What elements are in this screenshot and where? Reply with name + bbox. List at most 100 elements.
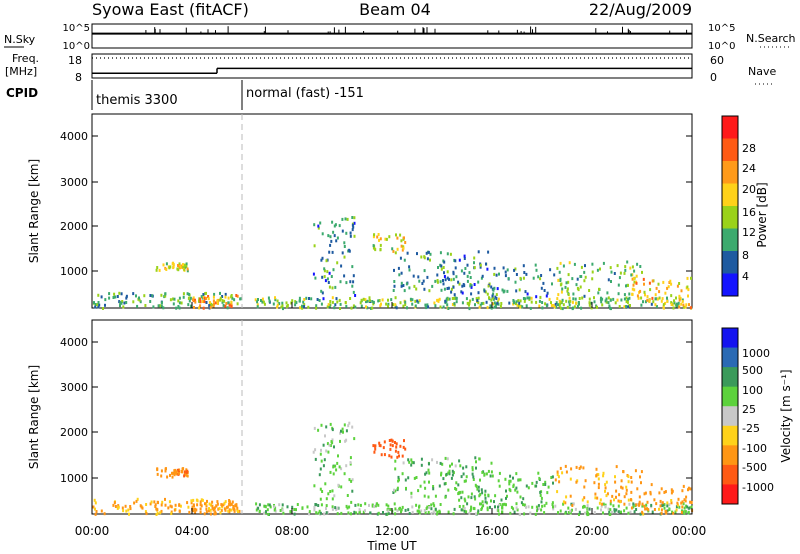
power-echo-4-263 xyxy=(474,303,476,307)
vel-echo-0-93 xyxy=(208,507,210,511)
vel-echo-3-34 xyxy=(231,500,234,504)
vel-echo-5-17 xyxy=(326,442,329,446)
vel-echo-0-54 xyxy=(214,512,217,516)
power-echo-4-242 xyxy=(445,300,448,303)
power-echo-8-77 xyxy=(492,292,495,296)
power-echo-4-82 xyxy=(499,305,502,308)
vel-echo-10-23 xyxy=(653,508,656,511)
power-echo-8-88 xyxy=(454,266,457,270)
vel-echo-1-27 xyxy=(173,473,176,477)
vel-echo-0-60 xyxy=(121,506,124,510)
power-echo-4-81 xyxy=(623,297,626,301)
power-echo-8-91 xyxy=(466,263,469,267)
vel-echo-4-191 xyxy=(460,508,463,512)
nsky-trace xyxy=(92,26,692,35)
vel-echo-4-154 xyxy=(543,511,546,515)
power-echo-10-37 xyxy=(673,299,675,303)
power-echo-0-98 xyxy=(160,301,163,305)
power-echo-9-30 xyxy=(613,272,616,275)
vel-echo-4-275 xyxy=(587,512,590,516)
power-echo-4-21 xyxy=(285,301,288,305)
power-echo-5-8 xyxy=(323,269,326,273)
power-echo-5-38 xyxy=(335,239,338,243)
power-echo-4-111 xyxy=(618,305,621,308)
power-echo-8-27 xyxy=(504,270,507,274)
power-echo-4-320 xyxy=(455,300,458,304)
power-cbar-swatch-2 xyxy=(722,161,738,184)
power-echo-5-20 xyxy=(323,275,326,279)
vel-echo-4-138 xyxy=(651,510,654,514)
power-echo-4-305 xyxy=(490,298,493,302)
power-echo-5-65 xyxy=(354,294,357,297)
x-axis: 00:00 04:00 08:00 12:00 16:00 20:00 00:0… xyxy=(75,302,706,553)
vel-echo-3-38 xyxy=(205,507,208,511)
vel-echo-0-82 xyxy=(178,503,181,507)
power-echo-4-268 xyxy=(371,306,374,310)
vel-echo-4-187 xyxy=(418,511,421,515)
power-echo-6-31 xyxy=(404,241,407,244)
vel-echo-5-69 xyxy=(353,437,356,441)
power-echo-4-164 xyxy=(315,306,318,310)
nsky-right-tick-bottom: 10^0 xyxy=(708,41,735,52)
vel-echo-9-62 xyxy=(625,485,628,489)
power-echo-9-20 xyxy=(610,280,612,283)
power-echo-4-315 xyxy=(411,298,414,302)
power-echo-10-53 xyxy=(639,289,642,293)
power-echo-9-81 xyxy=(579,285,582,289)
vel-echo-5-27 xyxy=(340,485,343,489)
power-echo-3-11 xyxy=(203,296,206,300)
power-echo-10-60 xyxy=(662,280,665,284)
power-echo-7-10 xyxy=(450,287,453,291)
power-echo-4-293 xyxy=(468,301,471,305)
vel-echo-5-56 xyxy=(337,483,340,487)
vel-echo-5-70 xyxy=(350,479,353,483)
vel-echo-8-101 xyxy=(505,496,507,500)
power-echo-5-76 xyxy=(348,249,351,253)
xlabel: Time UT xyxy=(366,539,417,553)
vel-echo-4-115 xyxy=(466,502,469,506)
power-echo-1-12 xyxy=(165,262,168,266)
power-echo-5-39 xyxy=(329,235,332,239)
power-echo-5-7 xyxy=(328,250,331,254)
vel-echo-4-306 xyxy=(497,505,499,509)
power-echo-4-68 xyxy=(385,302,388,306)
vel-echo-3-39 xyxy=(193,504,195,508)
vel-echo-10-50 xyxy=(670,499,673,502)
velocity-plot-frame xyxy=(91,319,693,515)
vel-echo-1-24 xyxy=(165,467,167,471)
power-echo-2-0 xyxy=(183,267,186,271)
vel-echo-4-85 xyxy=(663,506,666,510)
vel-echo-8-2 xyxy=(457,483,460,487)
vel-echo-0-66 xyxy=(190,501,193,505)
power-echo-7-32 xyxy=(449,252,452,256)
vel-echo-0-91 xyxy=(233,509,236,513)
vel-echo-9-35 xyxy=(565,495,568,499)
vel-echo-8-29 xyxy=(477,485,480,489)
vel-echo-10-3 xyxy=(641,502,644,506)
power-echo-4-282 xyxy=(404,303,407,307)
power-echo-5-64 xyxy=(343,241,346,245)
power-echo-4-259 xyxy=(580,306,583,310)
vel-echo-9-55 xyxy=(625,492,628,496)
power-echo-3-18 xyxy=(212,299,215,303)
power-echo-4-32 xyxy=(267,296,270,300)
vel-echo-7-67 xyxy=(394,467,397,471)
vel-echo-8-19 xyxy=(484,493,487,497)
power-echo-4-174 xyxy=(528,296,531,300)
vel-echo-4-160 xyxy=(586,504,589,508)
power-echo-10-15 xyxy=(662,305,665,309)
power-echo-8-76 xyxy=(484,290,487,294)
vel-echo-8-71 xyxy=(486,506,489,510)
vel-echo-4-217 xyxy=(319,511,322,515)
vel-echo-4-320 xyxy=(645,503,648,507)
vel-echo-7-75 xyxy=(405,486,407,490)
vel-echo-4-317 xyxy=(438,510,441,514)
power-echo-4-191 xyxy=(372,300,375,304)
power-echo-5-21 xyxy=(344,217,347,221)
power-echo-5-73 xyxy=(322,297,325,301)
vel-echo-0-2 xyxy=(209,508,212,512)
vel-echo-6-19 xyxy=(389,447,392,451)
vel-echo-10-17 xyxy=(660,511,663,515)
power-echo-0-21 xyxy=(97,305,100,309)
power-echo-4-33 xyxy=(303,303,306,307)
